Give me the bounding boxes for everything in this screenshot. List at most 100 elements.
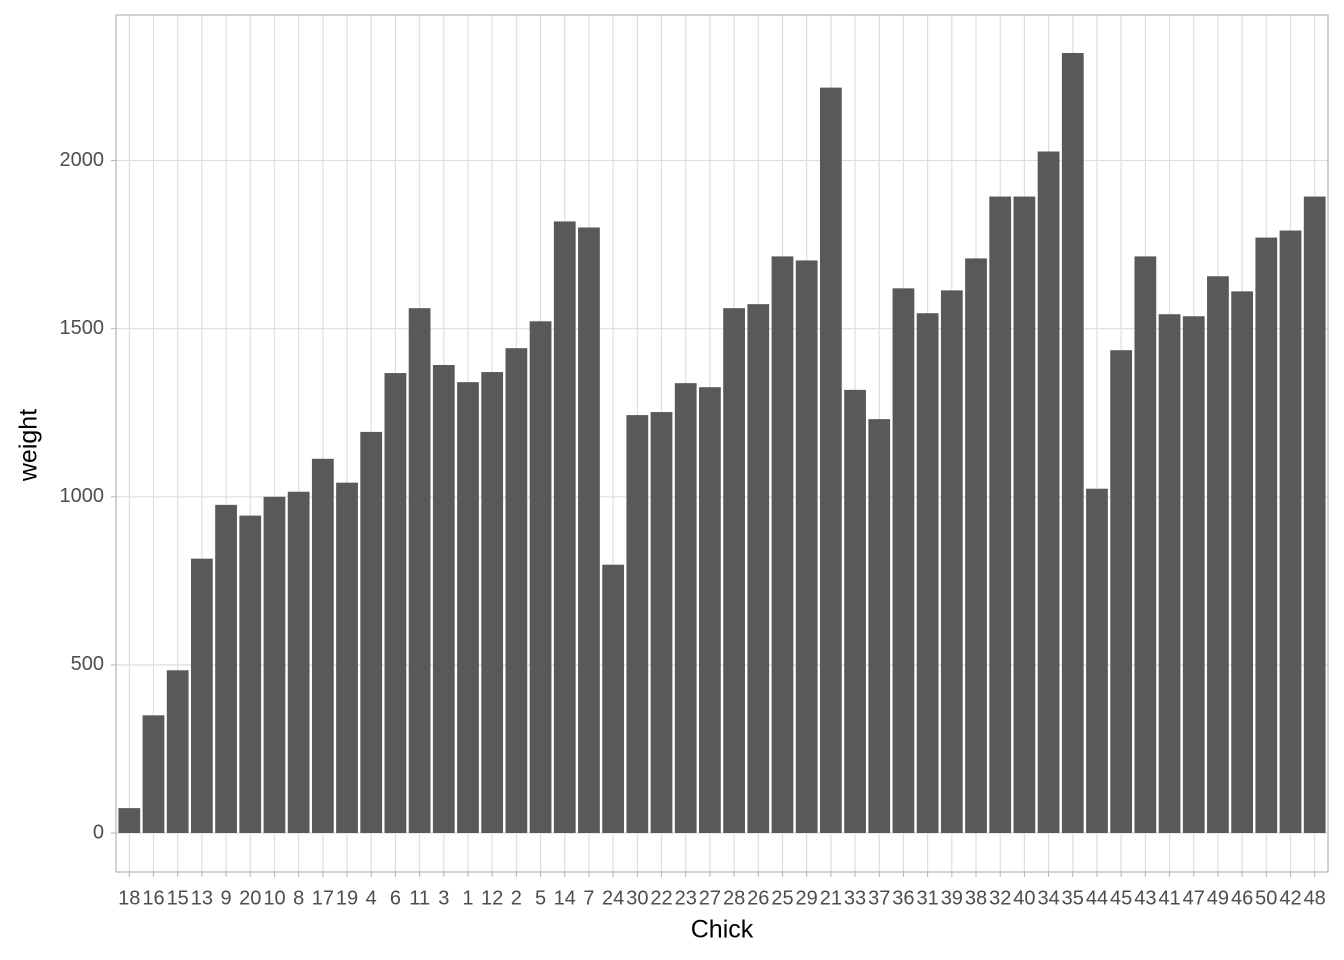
bar [1182,316,1205,833]
x-tick-label: 8 [293,887,304,909]
bar [1134,256,1157,833]
bar [844,389,866,833]
x-tick-label: 25 [771,887,793,909]
bar [118,808,141,833]
x-tick-label: 35 [1062,887,1084,909]
x-tick-label: 2 [511,887,522,909]
bar [795,260,818,833]
bar [384,373,407,833]
x-tick-label: 37 [868,887,890,909]
x-tick-label: 41 [1158,887,1180,909]
bar [868,419,891,833]
bar [1279,230,1302,833]
x-tick-label: 49 [1207,887,1229,909]
bar [819,87,842,833]
bar [650,412,673,833]
x-tick-label: 13 [191,887,213,909]
x-tick-label: 30 [626,887,648,909]
y-tick-label: 0 [93,821,104,843]
x-tick-label: 48 [1304,887,1326,909]
bar [965,258,987,833]
x-tick-label: 28 [723,887,745,909]
x-tick-label: 5 [535,887,546,909]
x-tick-label: 31 [917,887,939,909]
y-tick-label: 2000 [60,149,105,171]
x-tick-label: 42 [1279,887,1301,909]
x-tick-label: 16 [142,887,164,909]
x-tick-label: 32 [989,887,1011,909]
bar [311,458,334,833]
y-tick-label: 1000 [60,485,105,507]
x-tick-label: 12 [481,887,503,909]
bar [1110,350,1133,833]
bar [674,383,697,833]
x-tick-label: 47 [1183,887,1205,909]
bar [892,288,915,833]
x-tick-label: 43 [1134,887,1156,909]
x-tick-label: 21 [820,887,842,909]
bar [940,290,963,833]
bar [1255,237,1278,833]
bar [1231,291,1254,833]
bar [989,196,1012,833]
x-tick-label: 11 [409,887,430,909]
bar [1303,196,1326,833]
x-tick-label: 36 [892,887,914,909]
bar [916,313,939,833]
bar [1207,276,1229,833]
bar [215,504,237,833]
x-tick-label: 26 [747,887,769,909]
x-tick-label: 20 [239,887,261,909]
bar [699,387,721,833]
bar [166,670,189,833]
bar [481,372,504,833]
x-tick-label: 38 [965,887,987,909]
x-tick-label: 22 [650,887,672,909]
x-axis-title: Chick [691,916,754,944]
bar [239,515,262,833]
x-tick-label: 3 [438,887,449,909]
x-tick-label: 23 [675,887,697,909]
bar [723,308,745,833]
bar [553,221,576,833]
x-tick-label: 15 [167,887,189,909]
x-tick-label: 44 [1086,887,1108,909]
x-tick-label: 46 [1231,887,1253,909]
x-tick-label: 40 [1013,887,1035,909]
bar [505,348,528,833]
bar [1158,314,1181,833]
bar [408,308,431,833]
bar [1086,488,1108,833]
bar [578,227,600,833]
x-tick-label: 9 [221,887,232,909]
bar [432,364,455,833]
bar [360,431,383,833]
x-tick-label: 50 [1255,887,1277,909]
x-tick-label: 27 [699,887,721,909]
bar [190,558,213,833]
y-tick-label: 500 [71,653,104,675]
bar [142,715,165,833]
x-tick-label: 7 [583,887,594,909]
x-tick-label: 17 [312,887,334,909]
bar [529,321,552,833]
x-tick-label: 14 [554,887,576,909]
x-tick-label: 1 [462,887,473,909]
bar [1061,52,1084,833]
x-tick-label: 4 [366,887,377,909]
y-axis-title: weight [15,409,43,482]
x-tick-label: 10 [263,887,285,909]
bar [771,256,794,833]
bar [626,415,649,833]
bar [457,382,479,833]
panel-border [115,14,1329,873]
bar [263,496,286,833]
bar [336,482,358,833]
bar [747,304,770,833]
bar [287,491,310,833]
x-tick-label: 6 [390,887,401,909]
x-tick-label: 24 [602,887,624,909]
y-tick-label: 1500 [60,317,105,339]
